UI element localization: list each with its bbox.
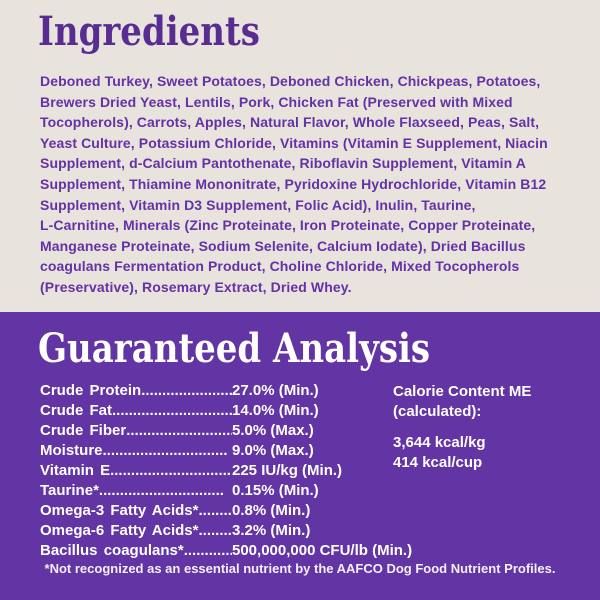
analysis-value: 14.0% (Min.) [232,402,319,419]
ingredients-line: (Preservative), Rosemary Extract, Dried … [40,278,352,295]
analysis-row-bacillus-coagulans: Bacillus coagulans*.....................… [40,542,412,562]
analysis-row-crude-fat: Crude Fat.............................. … [40,402,412,422]
ingredients-line: Tocopherols), Carrots, Apples, Natural F… [40,114,540,131]
ingredients-line: L-Carnitine, Minerals (Zinc Proteinate, … [40,217,536,234]
analysis-value: 5.0% (Max.) [232,422,314,439]
analysis-row-omega-3: Omega-3 Fatty Acids*....................… [40,502,412,522]
kcal-per-kg: 3,644 kcal/kg [393,434,486,451]
analysis-row-crude-fiber: Crude Fiber.............................… [40,422,412,442]
ingredients-line: Brewers Dried Yeast, Lentils, Pork, Chic… [40,93,513,110]
guaranteed-analysis-title: Guaranteed Analysis [38,325,431,372]
analysis-value: 500,000,000 CFU/lb (Min.) [232,542,413,559]
analysis-label: Vitamin E [40,462,111,479]
calorie-heading-line1: Calorie Content ME [393,383,532,400]
analysis-value: 3.2% (Min.) [232,522,311,539]
ingredients-line: Yeast Culture, Potassium Chloride, Vitam… [40,134,548,151]
analysis-label: Omega-3 Fatty Acids* [40,502,199,519]
dot-leader: .............................. [141,382,232,399]
analysis-label: Moisture [40,442,103,459]
analysis-value: 0.15% (Min.) [232,482,319,499]
analysis-value: 0.8% (Min.) [232,502,311,519]
analysis-label: Omega-6 Fatty Acids* [40,522,199,539]
dot-leader: .............................. [102,442,228,459]
dot-leader: .............................. [198,502,233,519]
aafco-footnote: *Not recognized as an essential nutrient… [44,561,556,576]
analysis-label: Taurine* [40,482,99,499]
calorie-heading-line2: (calculated): [393,403,482,420]
ingredients-line: Supplement, Vitamin D3 Supplement, Folic… [40,196,476,213]
analysis-row-vitamin-e: Vitamin E.............................. … [40,462,412,482]
dot-leader: .............................. [126,422,232,439]
dot-leader: .............................. [198,522,233,539]
analysis-row-crude-protein: Crude Protein...........................… [40,382,412,402]
analysis-value: 27.0% (Min.) [232,382,319,399]
analysis-row-moisture: Moisture.............................. 9… [40,442,412,462]
analysis-label: Bacillus coagulans* [40,542,184,559]
ingredients-line: coagulans Fermentation Product, Choline … [40,258,520,275]
analysis-label: Crude Fiber [40,422,127,439]
analysis-value: 225 IU/kg (Min.) [232,462,343,479]
dot-leader: .............................. [183,542,232,559]
ingredients-line: Deboned Turkey, Sweet Potatoes, Deboned … [40,73,541,89]
dot-leader: .............................. [110,462,232,479]
guaranteed-analysis-section: Guaranteed Analysis Crude Protein.......… [0,312,600,600]
analysis-value: 9.0% (Max.) [232,442,314,459]
ingredients-line: Supplement, d-Calcium Pantothenate, Ribo… [40,155,526,172]
ingredients-list: Deboned Turkey, Sweet Potatoes, Deboned … [40,71,548,298]
analysis-row-omega-6: Omega-6 Fatty Acids*....................… [40,522,412,542]
analysis-label: Crude Fat [40,402,113,419]
ingredients-line: Supplement, Thiamine Mononitrate, Pyrido… [40,175,547,192]
dot-leader: .............................. [98,482,224,499]
calorie-content-block: Calorie Content ME (calculated): 3,644 k… [393,382,531,473]
analysis-row-taurine: Taurine*.............................. 0… [40,482,412,502]
analysis-table: Crude Protein...........................… [40,382,412,562]
dot-leader: .............................. [112,402,232,419]
ingredients-line: Manganese Proteinate, Sodium Selenite, C… [40,237,526,254]
analysis-label: Crude Protein [40,382,142,399]
ingredients-section: Ingredients Deboned Turkey, Sweet Potato… [38,8,548,298]
kcal-per-cup: 414 kcal/cup [393,454,483,471]
ingredients-title: Ingredients [38,8,260,55]
